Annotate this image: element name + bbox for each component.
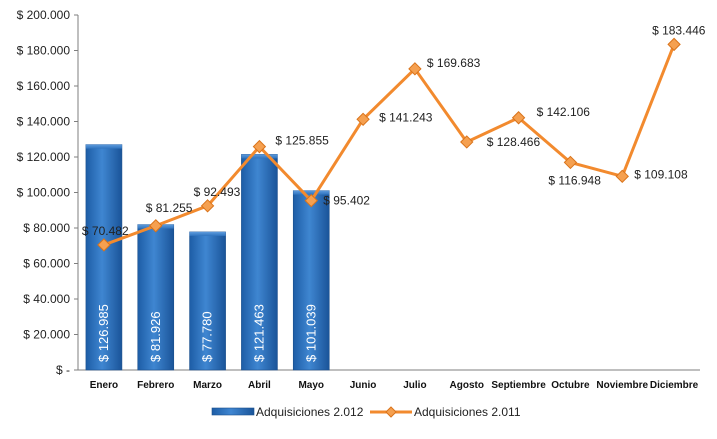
bar: $ 77.780 [189,231,226,371]
bar-rect [292,190,330,371]
line-value-label: $ 169.683 [427,56,481,70]
line-point-marker [200,199,215,213]
x-tick-label: Junio [350,380,377,391]
line-point-marker [563,155,578,170]
bar-value-label: $ 121.463 [251,304,266,362]
line-value-label: $ 183.446 [652,23,706,37]
bar-value-label: $ 101.039 [303,304,318,362]
legend-label: Adquisiciones 2.012 [256,405,364,419]
line-value-label: $ 142.106 [537,105,591,119]
y-tick-label: $ 180.000 [17,44,71,58]
y-tick-label: $ 100.000 [17,186,71,200]
legend-marker-icon [385,406,397,418]
bar-rect [189,231,226,371]
line-value-label: $ 125.855 [275,134,329,148]
y-tick-label: $ 120.000 [17,150,71,164]
bar: $ 81.926 [137,224,175,371]
line-point-marker [615,169,629,184]
y-tick-label: $ 80.000 [23,221,70,235]
line-point-marker [511,111,526,125]
line-value-label: $ 95.402 [323,194,370,208]
y-tick-label: $ 140.000 [17,115,71,129]
line-point-marker [667,37,681,52]
bar-rect [137,224,175,371]
legend-item-bars: Adquisiciones 2.012 [211,405,364,419]
line-value-label: $ 116.948 [548,173,601,187]
bar-cap [189,231,226,236]
bar-cap [293,190,330,195]
y-tick-label: $ 40.000 [23,292,70,306]
y-tick-label: $ 60.000 [23,257,70,271]
legend: Adquisiciones 2.012 Adquisiciones 2.011 [211,405,521,419]
line-point-marker [356,112,370,127]
bar: $ 126.985 [85,144,123,371]
legend-item-line: Adquisiciones 2.011 [370,405,521,419]
x-tick-label: Abril [248,380,271,391]
line-value-label: $ 128.466 [487,135,541,149]
line-value-label: $ 109.108 [634,167,688,181]
line-value-label: $ 92.493 [194,185,241,199]
bar-rect [241,154,278,371]
line-series: $ 70.482 $ 81.255$ 92.493 $ 125.855 $ 95.40… [82,23,706,252]
y-tick-label: $ - [56,363,70,377]
bar-value-label: $ 126.985 [96,304,111,362]
line-point-marker [252,139,267,154]
x-tick-label: Febrero [137,380,174,391]
legend-bar-swatch [211,407,255,416]
x-tick-label: Mayo [298,380,324,391]
bar: $ 101.039 [292,190,330,371]
line-point-marker [408,62,422,76]
x-tick-label: Diciembre [650,380,699,391]
x-tick-label: Julio [403,380,426,391]
y-tick-label: $ 200.000 [17,8,71,22]
bar-value-label: $ 77.780 [200,311,215,362]
line-value-label: $ 70.482 [82,224,129,238]
y-tick-label: $ 160.000 [17,79,71,93]
line-point-marker [149,219,163,233]
bar-cap [85,144,122,149]
bar-rect [85,144,123,371]
legend-label: Adquisiciones 2.011 [414,405,521,419]
x-tick-label: Agosto [450,380,484,391]
line-point-marker [304,193,318,208]
line-value-label: $ 81.255 [146,201,193,215]
bar-cap [241,154,278,159]
line-point-marker [97,238,111,252]
x-tick-label: Octubre [551,380,590,391]
x-tick-label: Enero [90,380,118,391]
line-value-label: $ 141.243 [379,110,433,124]
x-tick-label: Septiembre [491,380,546,391]
y-tick-label: $ 20.000 [23,328,70,342]
bar-value-label: $ 81.926 [148,311,163,362]
axes: $ - $ 20.000 $ 40.000 $ 60.000 $ 80.000 $ 100… [17,8,700,391]
x-tick-label: Marzo [193,380,222,391]
bar-series: $ 126.985 $ 81.926 $ 77.780 $ 121.463 $ 101.… [85,144,330,371]
line-point-marker [460,135,474,149]
x-tick-label: Noviembre [596,380,648,391]
bar: $ 121.463 [241,154,278,371]
line-path [103,43,676,247]
